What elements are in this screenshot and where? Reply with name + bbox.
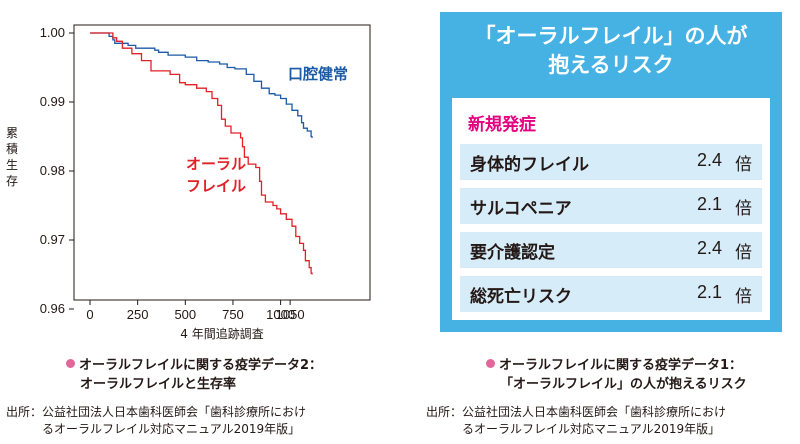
y-tick-label: 1.00 (40, 25, 65, 40)
caption-left-line1: オーラルフレイルに関する疫学データ2： (79, 358, 323, 373)
risk-name: 身体的フレイル (470, 155, 589, 175)
risk-unit: 倍 (735, 199, 752, 219)
source-right-line2: るオーラルフレイル対応マニュアル2019年版」 (462, 422, 721, 436)
x-tick-label: 1050 (276, 307, 305, 322)
x-tick-label: 250 (127, 307, 149, 322)
risk-panel-title: 「オーラルフレイル」の人が 抱えるリスク (440, 12, 782, 98)
x-tick-label: 500 (174, 307, 196, 322)
survival-chart: 0.960.970.980.991.00 0 250 500 750 10001050 … (6, 24, 371, 341)
risk-value: 2.4 (696, 150, 722, 170)
svg-text:フレイル: フレイル (186, 177, 246, 195)
plot-frame (73, 24, 371, 301)
risk-name: サルコペニア (470, 199, 572, 219)
risk-unit: 倍 (735, 243, 752, 263)
caption-left: オーラルフレイルに関する疫学データ2： オーラルフレイルと生存率 (66, 356, 322, 394)
series-line-oral-frail (90, 32, 313, 275)
caption-right: オーラルフレイルに関する疫学データ1： 「オーラルフレイル」の人が抱えるリスク (486, 356, 747, 394)
caption-left-line2: オーラルフレイルと生存率 (80, 377, 237, 392)
risk-table: 新規発症 身体的フレイル 2.4 倍 サルコペニア 2.1 倍 要介護認定 2.… (452, 98, 770, 320)
risk-row: 身体的フレイル 2.4 倍 (460, 144, 762, 180)
y-tick-label: 0.97 (40, 232, 65, 247)
risk-name: 総死亡リスク (470, 287, 572, 307)
risk-title-line2: 抱えるリスク (548, 53, 674, 77)
svg-text:累: 累 (6, 126, 18, 140)
svg-text:オーラル: オーラル (186, 155, 246, 173)
risk-title-line1: 「オーラルフレイル」の人が (474, 24, 748, 48)
risk-row: 総死亡リスク 2.1 倍 (460, 276, 762, 312)
risk-panel: 「オーラルフレイル」の人が 抱えるリスク 新規発症 身体的フレイル 2.4 倍 … (440, 12, 782, 332)
series-line-healthy (90, 32, 313, 138)
risk-subhead: 新規発症 (468, 115, 536, 135)
svg-text:存: 存 (6, 174, 18, 188)
y-tick-label: 0.99 (40, 94, 65, 109)
x-tick-label: 1000 (266, 307, 295, 322)
risk-row: 要介護認定 2.4 倍 (460, 232, 762, 268)
y-tick-label: 0.98 (40, 163, 65, 178)
source-left: 出所：公益社団法人日本歯科医師会「歯科診療所におけ るオーラルフレイル対応マニュ… (6, 404, 306, 438)
bullet-dot (66, 359, 75, 368)
source-left-line1: 出所：公益社団法人日本歯科医師会「歯科診療所におけ (6, 405, 307, 419)
y-tick-label: 0.96 (40, 301, 65, 316)
source-right-line1: 出所：公益社団法人日本歯科医師会「歯科診療所におけ (426, 405, 727, 419)
risk-unit: 倍 (735, 155, 752, 175)
risk-row: サルコペニア 2.1 倍 (460, 188, 762, 224)
risk-unit: 倍 (735, 287, 752, 307)
x-axis-label: 4 年間追跡調査 (180, 326, 263, 341)
risk-value: 2.1 (696, 194, 722, 214)
series-label-oral-frail: オーラルフレイル (186, 155, 246, 195)
source-left-line2: るオーラルフレイル対応マニュアル2019年版」 (42, 422, 301, 436)
bullet-dot (486, 359, 495, 368)
series-label-healthy: 口腔健常 (288, 65, 348, 83)
risk-value: 2.4 (696, 238, 722, 258)
x-tick-label: 750 (222, 307, 244, 322)
caption-right-line2: 「オーラルフレイル」の人が抱えるリスク (500, 377, 747, 392)
caption-right-line1: オーラルフレイルに関する疫学データ1： (499, 358, 743, 373)
risk-name: 要介護認定 (470, 243, 555, 263)
x-tick-label: 0 (86, 307, 93, 322)
svg-text:生: 生 (6, 158, 18, 172)
risk-value: 2.1 (696, 282, 722, 302)
source-right: 出所：公益社団法人日本歯科医師会「歯科診療所におけ るオーラルフレイル対応マニュ… (426, 404, 726, 438)
svg-text:積: 積 (6, 141, 18, 156)
